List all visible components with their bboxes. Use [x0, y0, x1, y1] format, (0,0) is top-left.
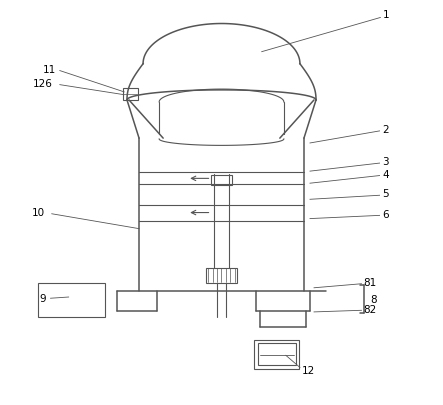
Text: 6: 6 — [382, 209, 389, 220]
Text: 81: 81 — [363, 278, 377, 288]
Bar — [206, 268, 237, 283]
Text: 4: 4 — [382, 170, 389, 180]
Bar — [39, 283, 105, 317]
Text: 2: 2 — [382, 125, 389, 135]
Text: 12: 12 — [302, 367, 315, 376]
Text: 10: 10 — [31, 207, 45, 217]
Bar — [254, 340, 299, 369]
Text: 126: 126 — [32, 79, 52, 89]
Text: 11: 11 — [43, 65, 56, 75]
Bar — [123, 88, 138, 100]
Text: 82: 82 — [363, 305, 377, 315]
Bar — [258, 343, 296, 365]
Bar — [211, 175, 232, 185]
Text: 3: 3 — [382, 157, 389, 167]
Text: 5: 5 — [382, 190, 389, 199]
Text: 1: 1 — [382, 11, 389, 21]
Text: 9: 9 — [40, 294, 47, 304]
Text: 8: 8 — [370, 295, 377, 305]
